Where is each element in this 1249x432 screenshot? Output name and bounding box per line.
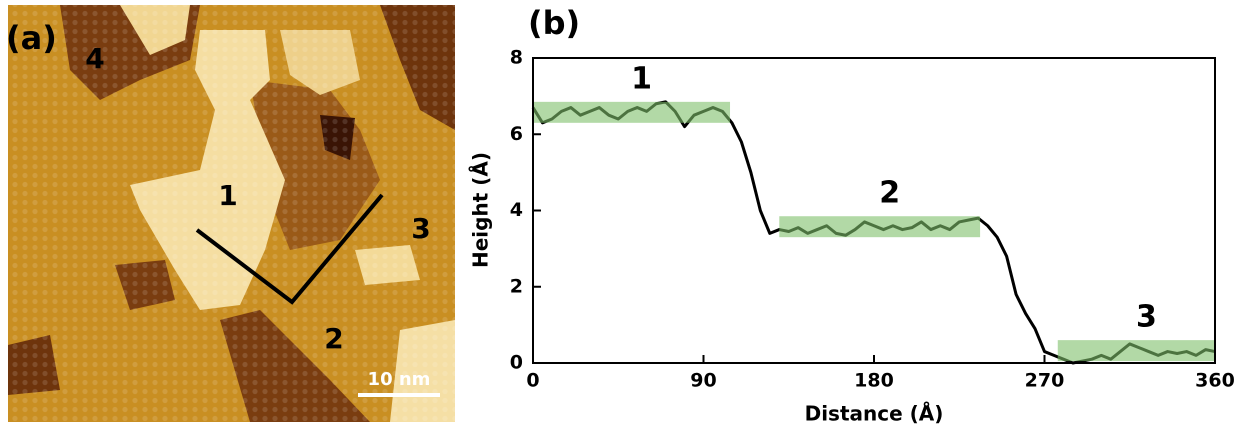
profile-path: [195, 193, 384, 305]
panel-label: (a): [6, 19, 57, 57]
highlight-band: [1057, 340, 1215, 362]
panel-label: (b): [528, 4, 580, 42]
x-tick-label: 360: [1195, 370, 1235, 392]
highlight-label: 3: [1136, 300, 1157, 335]
y-axis-label: Height (Å): [469, 152, 493, 268]
x-axis-label: Distance (Å): [805, 402, 944, 426]
x-tick-label: 90: [690, 370, 716, 392]
y-tick-label: 8: [510, 47, 523, 69]
x-tick-label: 180: [854, 370, 894, 392]
y-tick-label: 4: [510, 199, 523, 221]
scale-bar-label: 10 nm: [368, 369, 431, 390]
region-label: 3: [411, 212, 430, 245]
x-tick-label: 270: [1025, 370, 1065, 392]
stm-image: [8, 5, 455, 422]
plot-frame: [532, 57, 1216, 364]
x-tick-label: 0: [526, 370, 539, 392]
region-label: 4: [85, 42, 104, 75]
region-label: 1: [218, 179, 237, 212]
region-label: 2: [324, 322, 343, 355]
highlight-label: 1: [631, 61, 652, 96]
highlight-band: [533, 101, 731, 123]
highlight-label: 2: [879, 176, 900, 211]
highlight-band: [779, 216, 981, 238]
y-tick-label: 2: [510, 275, 523, 297]
y-tick-label: 0: [510, 352, 523, 374]
y-tick-label: 6: [510, 123, 523, 145]
